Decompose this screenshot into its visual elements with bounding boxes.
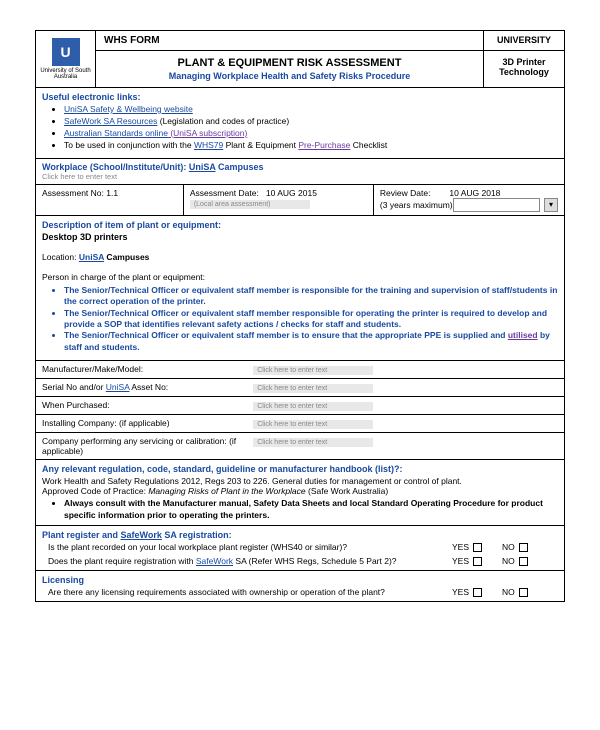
workplace-post: Campuses bbox=[216, 162, 264, 172]
link4-pre: To be used in conjunction with the bbox=[64, 140, 194, 150]
purchased-label: When Purchased: bbox=[36, 397, 247, 414]
link-unisa-safety[interactable]: UniSA Safety & Wellbeing website bbox=[64, 104, 193, 114]
assess-date-val: 10 AUG 2015 bbox=[266, 188, 317, 198]
link-whs79[interactable]: WHS79 bbox=[194, 140, 223, 150]
reg-line2i: Managing Risks of Plant in the Workplace bbox=[148, 486, 305, 496]
field-servicing: Company performing any servicing or cali… bbox=[36, 433, 564, 460]
field-manufacturer: Manufacturer/Make/Model: Click here to e… bbox=[36, 361, 564, 379]
purchased-input[interactable]: Click here to enter text bbox=[253, 402, 373, 411]
link4-end: Checklist bbox=[350, 140, 387, 150]
loc-label: Location: bbox=[42, 252, 79, 262]
description-section: Description of item of plant or equipmen… bbox=[36, 216, 564, 362]
serial-link[interactable]: UniSA bbox=[106, 382, 130, 392]
safework-link[interactable]: SafeWork bbox=[121, 530, 162, 540]
field-serial: Serial No and/or UniSA Asset No: Click h… bbox=[36, 379, 564, 397]
link-aus-standards[interactable]: Australian Standards online bbox=[64, 128, 168, 138]
q2-no-checkbox[interactable] bbox=[519, 557, 528, 566]
review-note: (3 years maximum) bbox=[380, 200, 453, 210]
form-title: PLANT & EQUIPMENT RISK ASSESSMENT bbox=[102, 57, 477, 69]
form-container: U University of South Australia WHS FORM… bbox=[35, 30, 565, 602]
whs-form-label: WHS FORM bbox=[96, 31, 484, 50]
plantreg-q1: Is the plant recorded on your local work… bbox=[48, 542, 452, 552]
assessment-no: Assessment No: 1.1 bbox=[36, 185, 184, 215]
logo-cell: U University of South Australia bbox=[36, 31, 96, 87]
utilised-link[interactable]: utilised bbox=[508, 330, 538, 340]
installing-label: Installing Company: (if applicable) bbox=[36, 415, 247, 432]
link-note: (Legislation and codes of practice) bbox=[157, 116, 289, 126]
link-prepurchase[interactable]: Pre-Purchase bbox=[298, 140, 350, 150]
link-safework-sa[interactable]: SafeWork SA Resources bbox=[64, 116, 157, 126]
logo-caption: University of South Australia bbox=[39, 68, 92, 80]
lic-yes-checkbox[interactable] bbox=[473, 588, 482, 597]
assessment-row: Assessment No: 1.1 Assessment Date: 10 A… bbox=[36, 185, 564, 216]
assess-date-note[interactable]: (Local area assessment) bbox=[190, 200, 310, 209]
form-subtitle: Managing Workplace Health and Safety Ris… bbox=[102, 71, 477, 81]
link4-mid: Plant & Equipment bbox=[223, 140, 298, 150]
manufacturer-input[interactable]: Click here to enter text bbox=[253, 366, 373, 375]
safework-link-2[interactable]: SafeWork bbox=[196, 556, 233, 566]
link-subscription[interactable]: (UniSA subscription) bbox=[168, 128, 247, 138]
workplace-label: Workplace (School/Institute/Unit): bbox=[42, 162, 189, 172]
reg-head: Any relevant regulation, code, standard,… bbox=[42, 464, 558, 474]
workplace-link[interactable]: UniSA bbox=[189, 162, 216, 172]
q2-yes-checkbox[interactable] bbox=[473, 557, 482, 566]
uni-logo: U bbox=[52, 38, 80, 66]
useful-links-section: Useful electronic links: UniSA Safety & … bbox=[36, 88, 564, 159]
assess-date-label: Assessment Date: bbox=[190, 188, 259, 198]
desc-head: Description of item of plant or equipmen… bbox=[42, 220, 558, 230]
lic-head: Licensing bbox=[42, 575, 558, 585]
review-label: Review Date: bbox=[380, 188, 431, 198]
installing-input[interactable]: Click here to enter text bbox=[253, 420, 373, 429]
university-label: UNIVERSITY bbox=[484, 31, 564, 50]
lic-no-checkbox[interactable] bbox=[519, 588, 528, 597]
resp-bullet-3: The Senior/Technical Officer or equivale… bbox=[64, 330, 558, 353]
q1-no-checkbox[interactable] bbox=[519, 543, 528, 552]
loc-link[interactable]: UniSA bbox=[79, 252, 104, 262]
q1-yes-checkbox[interactable] bbox=[473, 543, 482, 552]
header-row: U University of South Australia WHS FORM… bbox=[36, 31, 564, 88]
serial-input[interactable]: Click here to enter text bbox=[253, 384, 373, 393]
licensing-section: Licensing Are there any licensing requir… bbox=[36, 571, 564, 601]
review-val: 10 AUG 2018 bbox=[449, 188, 500, 198]
dropdown-btn-icon[interactable]: ▾ bbox=[544, 198, 558, 212]
review-date-cell: Review Date: 10 AUG 2018 (3 years maximu… bbox=[374, 185, 564, 215]
loc-val: Campuses bbox=[104, 252, 149, 262]
reg-bullet: Always consult with the Manufacturer man… bbox=[64, 498, 558, 521]
regulation-section: Any relevant regulation, code, standard,… bbox=[36, 460, 564, 526]
resp-bullet-1: The Senior/Technical Officer or equivale… bbox=[64, 285, 558, 308]
field-installing: Installing Company: (if applicable) Clic… bbox=[36, 415, 564, 433]
links-heading: Useful electronic links: bbox=[42, 92, 558, 102]
servicing-label: Company performing any servicing or cali… bbox=[36, 433, 247, 459]
reg-line2a: Approved Code of Practice: bbox=[42, 486, 148, 496]
lic-q: Are there any licensing requirements ass… bbox=[48, 587, 452, 597]
reg-line2b: (Safe Work Australia) bbox=[306, 486, 389, 496]
assessment-date-cell: Assessment Date: 10 AUG 2015 (Local area… bbox=[184, 185, 374, 215]
manufacturer-label: Manufacturer/Make/Model: bbox=[36, 361, 247, 378]
tech-label: 3D Printer Technology bbox=[484, 51, 564, 87]
resp-bullet-2: The Senior/Technical Officer or equivale… bbox=[64, 308, 558, 331]
field-purchased: When Purchased: Click here to enter text bbox=[36, 397, 564, 415]
plant-register-section: Plant register and SafeWork SA registrat… bbox=[36, 526, 564, 571]
reg-line1: Work Health and Safety Regulations 2012,… bbox=[42, 476, 558, 486]
title-cell: PLANT & EQUIPMENT RISK ASSESSMENT Managi… bbox=[96, 51, 484, 87]
desc-item: Desktop 3D printers bbox=[42, 232, 558, 242]
servicing-input[interactable]: Click here to enter text bbox=[253, 438, 373, 447]
review-dropdown[interactable] bbox=[453, 198, 540, 212]
person-label: Person in charge of the plant or equipme… bbox=[42, 272, 558, 282]
workplace-row: Workplace (School/Institute/Unit): UniSA… bbox=[36, 159, 564, 185]
workplace-placeholder[interactable]: Click here to enter text bbox=[42, 172, 558, 181]
